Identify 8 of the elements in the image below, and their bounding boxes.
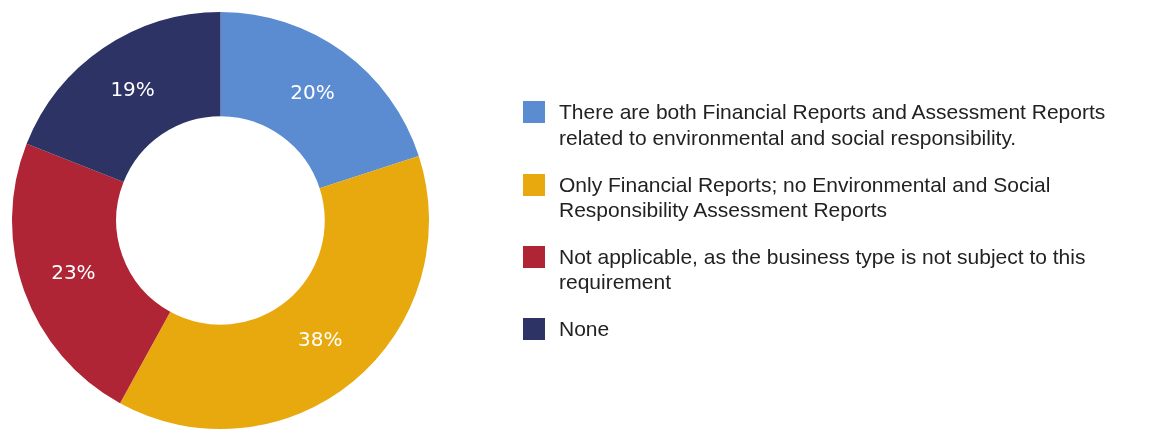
data-label: 38% bbox=[297, 327, 343, 352]
legend-label: None bbox=[559, 316, 610, 342]
data-label: 20% bbox=[290, 80, 335, 105]
legend-label: There are both Financial Reports and Assessment Reports related to environmental and social responsibility. bbox=[559, 99, 1107, 150]
legend-label: Not applicable, as the business type is not subject to this requirement bbox=[559, 244, 1087, 295]
data-label: 23% bbox=[51, 259, 96, 284]
data-label: 19% bbox=[110, 77, 155, 102]
legend-label: Only Financial Reports; no Environmental and Social Responsibility Assessment Reports bbox=[559, 171, 1052, 223]
